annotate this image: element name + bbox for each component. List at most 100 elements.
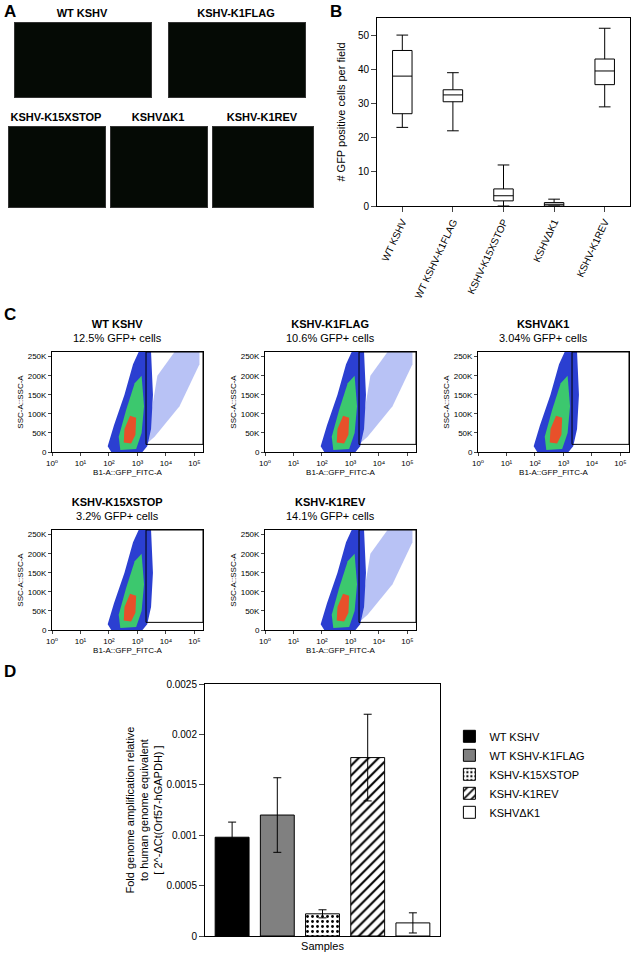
svg-text:10²: 10² (316, 637, 328, 646)
svg-text:0.0025: 0.0025 (166, 679, 197, 690)
svg-text:30: 30 (358, 98, 370, 109)
svg-text:B1-A::GFP_FITC-A: B1-A::GFP_FITC-A (306, 646, 376, 655)
svg-text:SSC-A::SSC-A: SSC-A::SSC-A (442, 375, 451, 429)
svg-text:150K: 150K (454, 391, 473, 400)
svg-text:10⁴: 10⁴ (160, 637, 173, 646)
svg-text:10²: 10² (529, 459, 541, 468)
svg-text:10¹: 10¹ (75, 637, 87, 646)
svg-text:0: 0 (191, 931, 197, 942)
svg-text:KSHV-K15XSTOP: KSHV-K15XSTOP (465, 217, 510, 296)
svg-text:200K: 200K (28, 372, 47, 381)
svg-text:50K: 50K (32, 607, 47, 616)
svg-text:WT KSHV-K1FLAG: WT KSHV-K1FLAG (413, 217, 460, 300)
svg-text:100K: 100K (28, 410, 47, 419)
svg-text:50K: 50K (458, 429, 473, 438)
svg-text:0.0015: 0.0015 (166, 779, 197, 790)
svg-text:10⁵: 10⁵ (188, 637, 200, 646)
svg-text:150K: 150K (241, 391, 260, 400)
svg-text:50K: 50K (245, 429, 260, 438)
svg-text:10³: 10³ (132, 637, 144, 646)
svg-text:200K: 200K (28, 550, 47, 559)
svg-text:WT KSHV: WT KSHV (379, 217, 408, 263)
svg-text:10¹: 10¹ (288, 459, 300, 468)
svg-text:200K: 200K (454, 372, 473, 381)
svg-text:40: 40 (358, 64, 370, 75)
svg-text:10³: 10³ (345, 459, 357, 468)
svg-text:SSC-A::SSC-A: SSC-A::SSC-A (229, 553, 238, 607)
svg-text:10¹: 10¹ (288, 637, 300, 646)
svg-text:SSC-A::SSC-A: SSC-A::SSC-A (229, 375, 238, 429)
svg-text:10⁵: 10⁵ (188, 459, 200, 468)
svg-text:10³: 10³ (132, 459, 144, 468)
svg-text:B1-A::GFP_FITC-A: B1-A::GFP_FITC-A (93, 646, 163, 655)
svg-text:250K: 250K (28, 530, 47, 539)
svg-text:10⁵: 10⁵ (401, 637, 413, 646)
svg-text:0: 0 (42, 448, 47, 457)
svg-text:250K: 250K (28, 352, 47, 361)
svg-text:100K: 100K (28, 588, 47, 597)
svg-text:100K: 100K (454, 410, 473, 419)
svg-text:50: 50 (358, 30, 370, 41)
svg-text:150K: 150K (28, 569, 47, 578)
svg-text:10¹: 10¹ (75, 459, 87, 468)
svg-text:200K: 200K (241, 372, 260, 381)
svg-text:SSC-A::SSC-A: SSC-A::SSC-A (16, 553, 25, 607)
svg-text:KSHV-K1REV: KSHV-K1REV (489, 788, 559, 800)
svg-text:250K: 250K (241, 530, 260, 539)
svg-text:150K: 150K (241, 569, 260, 578)
svg-text:10⁰: 10⁰ (46, 459, 58, 468)
svg-text:50K: 50K (245, 607, 260, 616)
svg-text:10⁰: 10⁰ (46, 637, 58, 646)
svg-text:0: 0 (468, 448, 473, 457)
svg-text:250K: 250K (241, 352, 260, 361)
svg-text:10⁴: 10⁴ (160, 459, 173, 468)
svg-text:10⁴: 10⁴ (373, 637, 386, 646)
svg-text:250K: 250K (454, 352, 473, 361)
svg-text:WT KSHV-K1FLAG: WT KSHV-K1FLAG (489, 750, 584, 762)
svg-text:200K: 200K (241, 550, 260, 559)
svg-text:10⁵: 10⁵ (401, 459, 413, 468)
svg-text:10³: 10³ (558, 459, 570, 468)
svg-text:KSHVΔK1: KSHVΔK1 (531, 217, 561, 264)
svg-text:KSHV-K1FLAG10.6% GFP+ cells: KSHV-K1FLAG10.6% GFP+ cells (286, 318, 375, 344)
svg-text:KSHV-K1REV14.1% GFP+ cells: KSHV-K1REV14.1% GFP+ cells (286, 496, 375, 522)
svg-text:B1-A::GFP_FITC-A: B1-A::GFP_FITC-A (93, 468, 163, 477)
svg-text:Samples: Samples (301, 940, 344, 952)
svg-text:10⁰: 10⁰ (472, 459, 484, 468)
svg-text:10²: 10² (103, 637, 115, 646)
svg-text:150K: 150K (28, 391, 47, 400)
svg-text:0: 0 (363, 201, 369, 212)
svg-text:B1-A::GFP_FITC-A: B1-A::GFP_FITC-A (519, 468, 589, 477)
svg-text:20: 20 (358, 132, 370, 143)
svg-text:WT KSHV: WT KSHV (489, 731, 540, 743)
svg-text:10³: 10³ (345, 637, 357, 646)
svg-text:10⁰: 10⁰ (259, 459, 271, 468)
svg-text:10²: 10² (316, 459, 328, 468)
svg-text:10²: 10² (103, 459, 115, 468)
svg-text:100K: 100K (241, 410, 260, 419)
svg-text:KSHV-K1REV: KSHV-K1REV (575, 217, 612, 279)
svg-text:0.002: 0.002 (172, 729, 197, 740)
svg-text:SSC-A::SSC-A: SSC-A::SSC-A (16, 375, 25, 429)
svg-text:0: 0 (42, 626, 47, 635)
svg-text:KSHV-K15XSTOP: KSHV-K15XSTOP (489, 769, 579, 781)
svg-text:KSHVΔK13.04% GFP+ cells: KSHVΔK13.04% GFP+ cells (499, 318, 588, 344)
svg-text:10⁰: 10⁰ (259, 637, 271, 646)
svg-text:10⁵: 10⁵ (614, 459, 626, 468)
svg-text:10: 10 (358, 166, 370, 177)
svg-text:B1-A::GFP_FITC-A: B1-A::GFP_FITC-A (306, 468, 376, 477)
svg-text:WT KSHV12.5% GFP+ cells: WT KSHV12.5% GFP+ cells (73, 318, 162, 344)
svg-text:10⁴: 10⁴ (373, 459, 386, 468)
svg-text:0.0005: 0.0005 (166, 880, 197, 891)
svg-text:100K: 100K (241, 588, 260, 597)
svg-text:KSHVΔK1: KSHVΔK1 (489, 807, 540, 819)
svg-text:Fold genome amplification rela: Fold genome amplification relativeto hum… (124, 727, 165, 894)
svg-text:10⁴: 10⁴ (586, 459, 599, 468)
svg-text:50K: 50K (32, 429, 47, 438)
svg-text:0: 0 (255, 448, 260, 457)
svg-text:0.001: 0.001 (172, 830, 197, 841)
svg-text:0: 0 (255, 626, 260, 635)
svg-text:10¹: 10¹ (501, 459, 513, 468)
svg-text:KSHV-K15XSTOP3.2% GFP+ cells: KSHV-K15XSTOP3.2% GFP+ cells (72, 496, 163, 522)
svg-text:# GFP positive cells per field: # GFP positive cells per field (335, 42, 347, 181)
